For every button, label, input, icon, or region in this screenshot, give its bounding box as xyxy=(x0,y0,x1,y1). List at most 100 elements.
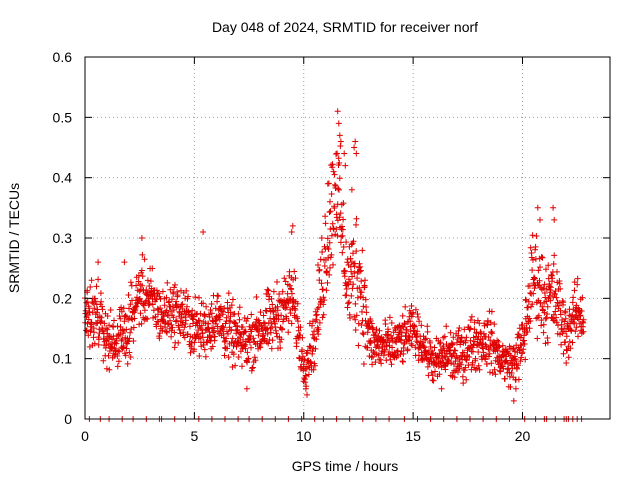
data-point xyxy=(342,162,349,169)
data-point xyxy=(467,317,474,324)
data-point xyxy=(342,268,348,275)
data-point xyxy=(202,313,208,320)
data-point xyxy=(531,285,538,292)
data-point xyxy=(181,324,188,331)
data-point xyxy=(224,345,231,352)
data-point xyxy=(423,335,429,342)
y-tick-label: 0.5 xyxy=(53,109,73,125)
data-point xyxy=(139,282,146,289)
data-point xyxy=(535,312,542,319)
data-point xyxy=(518,342,525,349)
data-point xyxy=(475,349,482,355)
data-point xyxy=(516,325,523,332)
data-point xyxy=(485,318,491,325)
data-point xyxy=(178,314,185,321)
data-point xyxy=(408,303,415,309)
data-point xyxy=(442,353,449,360)
data-point xyxy=(557,311,564,318)
data-point xyxy=(316,277,323,284)
data-point xyxy=(230,351,237,358)
data-point xyxy=(424,328,431,335)
data-point xyxy=(550,204,557,211)
data-point xyxy=(386,314,393,321)
data-point xyxy=(579,294,586,301)
data-point xyxy=(334,217,341,224)
x-axis-title: GPS time / hours xyxy=(292,458,399,474)
data-point xyxy=(364,344,371,351)
data-point xyxy=(225,290,232,297)
data-point xyxy=(313,336,320,343)
data-point xyxy=(299,334,306,341)
data-point xyxy=(485,353,492,360)
data-point xyxy=(562,315,569,322)
data-point xyxy=(529,232,536,239)
data-point xyxy=(378,360,385,367)
data-point xyxy=(573,302,580,309)
data-point xyxy=(510,397,517,404)
data-point xyxy=(566,338,573,345)
data-point xyxy=(141,256,148,263)
data-point xyxy=(289,290,295,297)
data-point xyxy=(101,320,108,327)
data-point xyxy=(288,286,295,293)
data-point xyxy=(437,358,444,365)
data-point xyxy=(494,347,501,354)
data-point xyxy=(540,285,547,292)
data-point xyxy=(496,367,503,374)
data-point xyxy=(172,281,178,288)
data-point xyxy=(535,267,542,274)
data-point xyxy=(492,371,499,378)
data-point xyxy=(109,336,116,343)
data-point xyxy=(461,326,468,333)
data-point xyxy=(221,352,228,359)
data-point xyxy=(376,327,383,334)
data-point xyxy=(337,210,344,217)
data-point xyxy=(278,312,285,319)
data-point xyxy=(397,336,404,343)
data-point xyxy=(526,282,533,289)
data-point xyxy=(521,332,528,339)
data-point xyxy=(333,151,339,157)
data-point xyxy=(458,361,465,368)
data-point xyxy=(368,339,374,346)
data-point xyxy=(495,344,502,351)
data-point xyxy=(324,235,331,242)
data-point xyxy=(163,307,170,314)
data-point xyxy=(318,235,325,241)
data-point xyxy=(537,216,543,223)
data-point xyxy=(571,320,578,327)
data-point xyxy=(295,318,301,325)
data-point xyxy=(208,301,215,307)
data-point xyxy=(164,329,170,336)
data-point xyxy=(459,373,466,380)
data-point xyxy=(504,366,511,373)
data-point xyxy=(449,342,455,348)
data-point xyxy=(545,262,552,269)
x-tick-label: 5 xyxy=(190,428,198,444)
data-point xyxy=(209,343,216,350)
data-point xyxy=(372,359,379,366)
data-point xyxy=(344,281,350,287)
data-point xyxy=(137,310,144,317)
data-point xyxy=(383,342,390,349)
data-point xyxy=(535,282,542,288)
data-point xyxy=(236,304,243,311)
data-point xyxy=(150,307,157,314)
data-point xyxy=(550,261,557,267)
data-point xyxy=(141,300,148,307)
data-point xyxy=(432,368,438,375)
data-point xyxy=(320,301,327,308)
data-point xyxy=(437,339,444,346)
data-point xyxy=(514,365,520,372)
data-point xyxy=(193,311,200,318)
data-point xyxy=(414,328,421,335)
data-point xyxy=(409,342,415,349)
data-point xyxy=(120,344,127,351)
data-point xyxy=(206,314,213,320)
data-point xyxy=(337,138,344,145)
data-point xyxy=(343,239,350,246)
data-point xyxy=(533,233,540,239)
data-point xyxy=(208,334,215,341)
data-point xyxy=(489,370,496,376)
y-tick-label: 0 xyxy=(64,411,72,427)
